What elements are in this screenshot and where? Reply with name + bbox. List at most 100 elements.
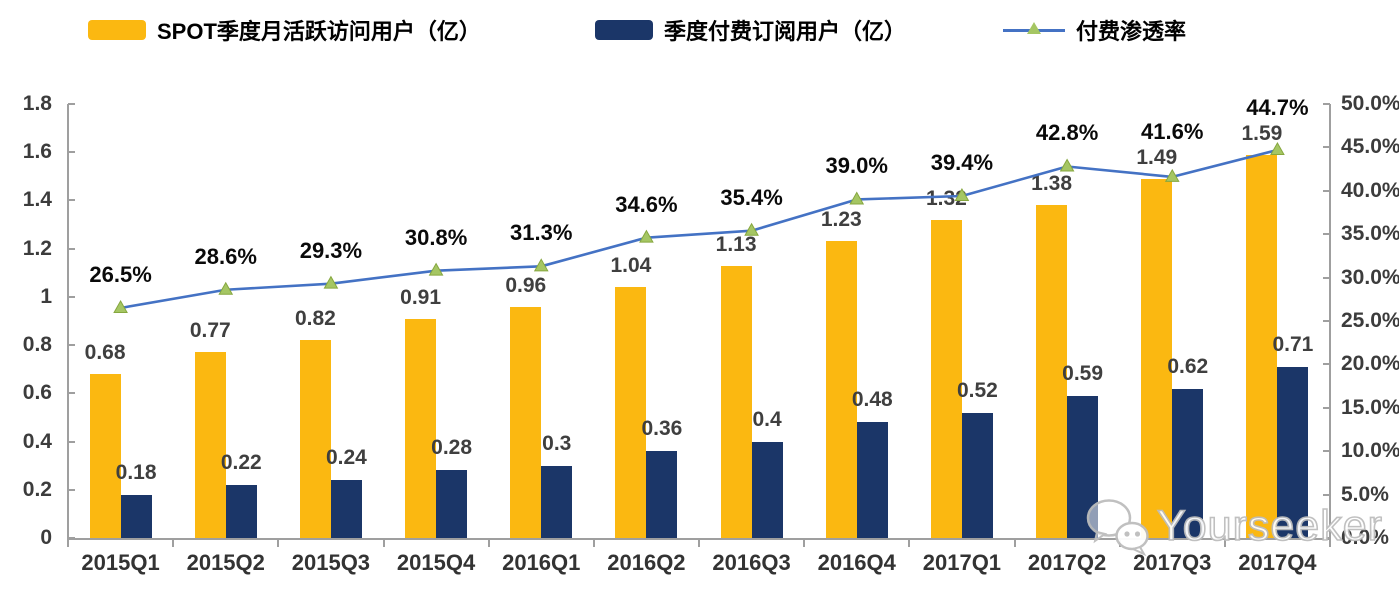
penetration-value-label: 26.5%	[89, 261, 152, 287]
mau-value-label: 1.04	[610, 254, 652, 278]
subs-value-label: 0.4	[752, 407, 782, 431]
legend-label-mau: SPOT季度月活跃访问用户（亿）	[157, 19, 481, 44]
category-label: 2015Q3	[291, 550, 371, 575]
legend-item-penetration: 付费渗透率	[1003, 14, 1186, 46]
subs-value-label: 0.24	[325, 446, 367, 470]
x-axis-tick	[698, 538, 700, 547]
penetration-marker	[639, 229, 654, 243]
left-axis-tick	[68, 247, 75, 250]
right-axis-tick	[1323, 537, 1330, 539]
subs-bar	[120, 494, 152, 538]
subs-value-label: 0.52	[956, 378, 998, 402]
penetration-value-label: 41.6%	[1141, 118, 1204, 144]
right-axis-tick	[1323, 103, 1330, 105]
left-axis-tick	[68, 537, 75, 539]
mau-value-label: 1.23	[820, 208, 862, 232]
penetration-value-label: 34.6%	[615, 191, 678, 217]
subs-value-label: 0.22	[220, 450, 262, 474]
mau-value-label: 1.38	[1031, 172, 1073, 196]
right-axis-tick-label: 40.0%	[1341, 178, 1399, 202]
category-label: 2016Q2	[607, 550, 686, 575]
right-axis-tick-label: 35.0%	[1341, 222, 1399, 246]
legend-item-mau: SPOT季度月活跃访问用户（亿）	[88, 14, 481, 46]
mau-value-label: 0.82	[294, 307, 336, 331]
subs-value-label: 0.71	[1272, 332, 1314, 356]
penetration-marker	[218, 281, 234, 295]
mau-value-label: 1.13	[715, 232, 757, 256]
x-axis-tick	[908, 538, 911, 547]
penetration-value-label: 29.3%	[299, 237, 363, 263]
category-label: 2015Q1	[81, 550, 160, 575]
penetration-value-label: 31.3%	[510, 220, 573, 246]
right-axis-tick	[1323, 450, 1330, 453]
mau-bar	[194, 352, 226, 538]
subs-bar	[436, 470, 468, 538]
left-axis-tick	[68, 440, 75, 443]
mau-bar	[299, 340, 331, 538]
penetration-value-label: 39.0%	[825, 153, 888, 179]
mau-value-label: 1.59	[1241, 121, 1283, 145]
right-axis-line	[1329, 104, 1331, 538]
left-axis-tick	[68, 103, 75, 105]
x-axis-tick	[277, 538, 280, 547]
penetration-value-label: 35.4%	[720, 184, 783, 210]
x-axis-tick	[382, 538, 385, 547]
subs-value-label: 0.28	[431, 436, 473, 460]
left-axis-tick	[68, 199, 75, 202]
legend-label-subs: 季度付费订阅用户（亿）	[664, 19, 907, 44]
right-axis-tick	[1323, 233, 1330, 236]
subs-bar	[961, 412, 993, 538]
x-axis-tick	[803, 538, 806, 547]
penetration-value-label: 30.8%	[404, 224, 468, 250]
right-axis-tick	[1323, 146, 1330, 149]
mau-value-label: 0.68	[84, 341, 126, 365]
subs-bar	[751, 441, 783, 538]
mau-value-label: 0.77	[189, 319, 231, 343]
mau-value-label: 1.32	[925, 186, 967, 210]
right-axis-tick-label: 25.0%	[1341, 309, 1399, 332]
left-axis-tick-label: 0	[40, 526, 52, 549]
mau-bar	[510, 306, 542, 538]
penetration-marker	[428, 262, 444, 276]
right-axis-tick	[1323, 493, 1330, 496]
category-label: 2016Q4	[817, 550, 896, 575]
left-axis-line	[67, 104, 69, 538]
right-axis-tick-label: 10.0%	[1341, 439, 1399, 463]
penetration-marker	[849, 191, 865, 205]
right-axis-tick-label: 15.0%	[1341, 395, 1399, 419]
right-axis-tick	[1323, 320, 1330, 322]
left-axis-tick	[68, 488, 75, 491]
x-axis-tick	[172, 538, 175, 547]
left-axis-tick	[68, 344, 75, 347]
category-label: 2017Q4	[1238, 550, 1317, 575]
subs-bar	[225, 484, 257, 538]
right-axis-tick	[1323, 189, 1330, 192]
right-axis-tick-label: 45.0%	[1341, 135, 1399, 159]
category-label: 2015Q4	[396, 550, 476, 575]
right-axis-tick	[1323, 406, 1330, 409]
penetration-marker	[113, 299, 128, 313]
legend-item-subs: 季度付费订阅用户（亿）	[595, 14, 906, 46]
right-axis-tick-label: 5.0%	[1341, 482, 1389, 506]
penetration-marker	[533, 258, 549, 272]
category-label: 2017Q3	[1133, 550, 1212, 575]
subs-bar	[1277, 366, 1309, 538]
subs-bar	[541, 465, 573, 538]
subs-bar	[330, 480, 362, 538]
mau-bar	[720, 265, 752, 538]
mau-value-label: 0.96	[505, 273, 547, 297]
left-axis-tick-label: 0.4	[22, 429, 52, 453]
x-axis-tick	[592, 538, 595, 547]
left-axis-tick-label: 1.4	[22, 188, 52, 212]
right-axis-tick	[1323, 276, 1330, 279]
left-axis-tick-label: 1.8	[22, 92, 52, 115]
left-axis-tick-label: 1.6	[22, 140, 52, 164]
mau-bar	[89, 374, 121, 538]
penetration-legend-swatch	[1003, 20, 1065, 40]
left-axis-tick	[68, 295, 75, 298]
category-label: 2016Q3	[712, 550, 791, 575]
subs-legend-swatch	[595, 20, 653, 40]
mau-bar	[405, 318, 437, 538]
penetration-value-label: 39.4%	[930, 150, 994, 175]
